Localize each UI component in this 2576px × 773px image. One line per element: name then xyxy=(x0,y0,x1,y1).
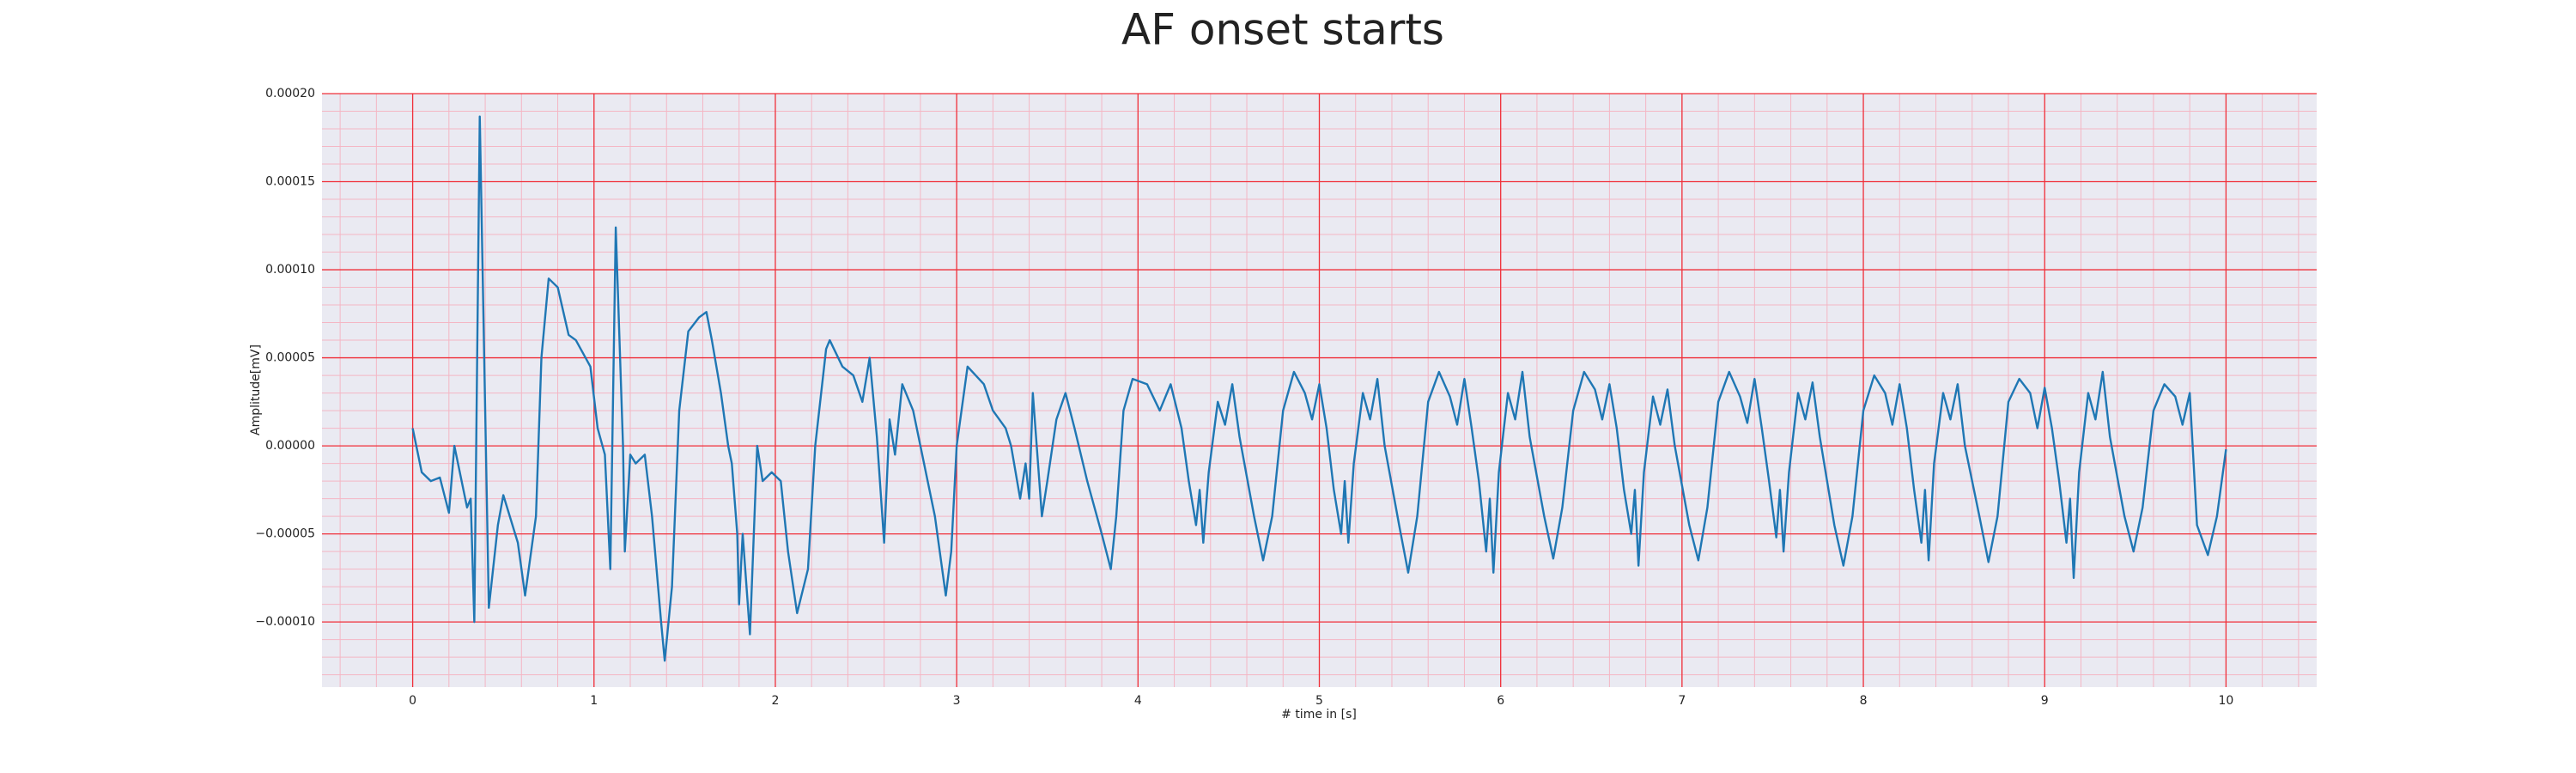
x-tick-label: 5 xyxy=(1315,694,1323,708)
x-tick-label: 1 xyxy=(590,694,598,708)
x-tick-label: 9 xyxy=(2041,694,2049,708)
y-tick-label: −0.00005 xyxy=(255,527,315,541)
x-tick-label: 6 xyxy=(1497,694,1504,708)
x-tick-label: 2 xyxy=(771,694,779,708)
y-tick-label: 0.00020 xyxy=(265,87,315,100)
y-tick-label: 0.00000 xyxy=(265,439,315,453)
y-tick-label: 0.00015 xyxy=(265,175,315,189)
y-tick-label: −0.00010 xyxy=(255,615,315,629)
data-line xyxy=(411,115,2227,662)
x-tick-label: 4 xyxy=(1134,694,1142,708)
y-tick-label: 0.00005 xyxy=(265,351,315,365)
x-axis-label: # time in [s] xyxy=(1281,708,1357,721)
x-tick-label: 10 xyxy=(2218,694,2233,708)
chart-title: AF onset starts xyxy=(1121,5,1444,55)
x-tick-label: 7 xyxy=(1678,694,1686,708)
x-tick-label: 0 xyxy=(409,694,416,708)
x-tick-label: 8 xyxy=(1860,694,1868,708)
y-axis-label: Amplitude[mV] xyxy=(249,344,263,435)
y-tick-label: 0.00010 xyxy=(265,263,315,277)
x-tick-label: 3 xyxy=(953,694,961,708)
